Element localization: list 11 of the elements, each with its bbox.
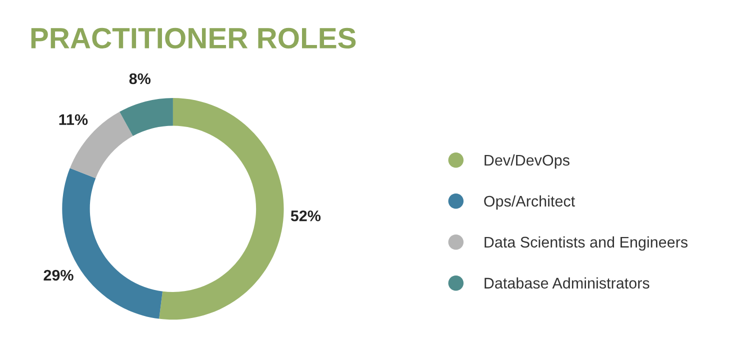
- legend-label: Data Scientists and Engineers: [484, 236, 688, 251]
- legend-label: Ops/Architect: [484, 195, 575, 210]
- donut-slice: [159, 98, 284, 320]
- data-label: 11%: [59, 114, 88, 125]
- data-label: 8%: [129, 73, 151, 84]
- data-label: 29%: [44, 270, 74, 281]
- data-label: 52%: [290, 210, 321, 222]
- legend-label: Dev/DevOps: [484, 154, 570, 169]
- chart-title: PRACTITIONER ROLES: [31, 28, 356, 49]
- legend-label: Database Administrators: [484, 277, 650, 289]
- donut-slice: [120, 98, 173, 136]
